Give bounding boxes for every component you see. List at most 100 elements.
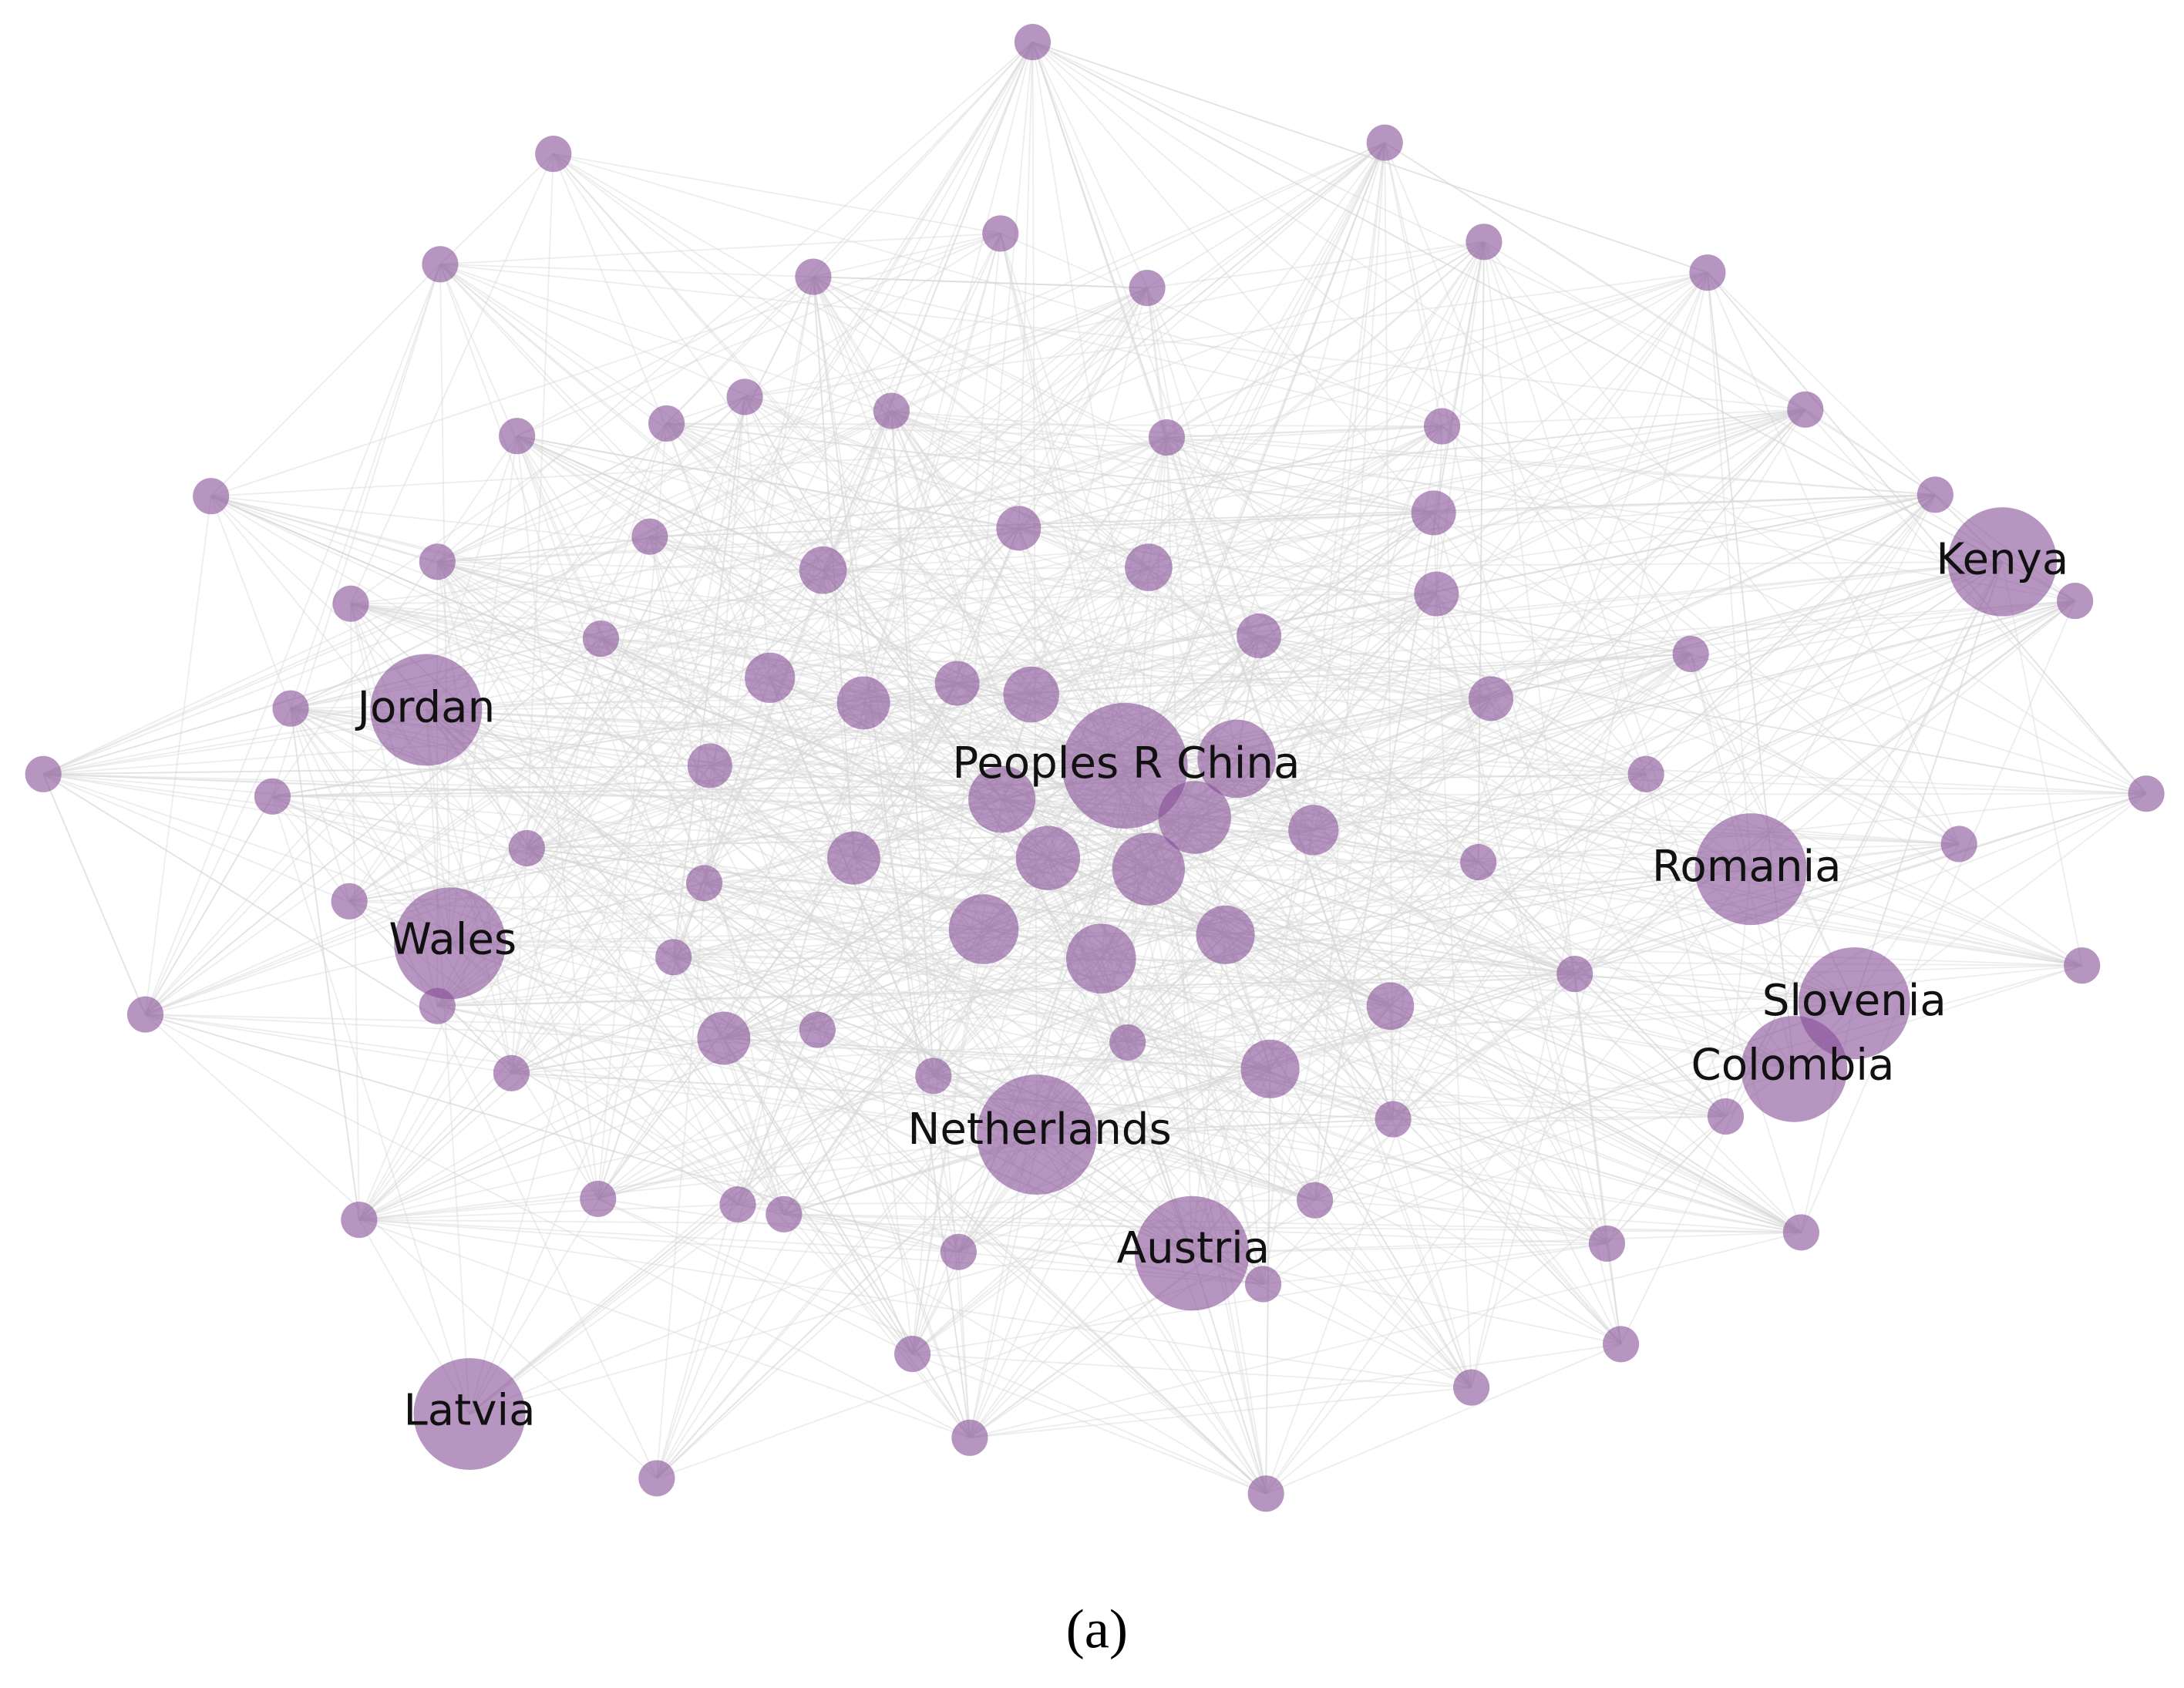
edge bbox=[822, 570, 1003, 800]
edge bbox=[737, 561, 2003, 1205]
edge bbox=[1707, 272, 1795, 1069]
edge bbox=[1166, 436, 1434, 514]
edge bbox=[704, 560, 2003, 884]
edge bbox=[272, 773, 1647, 798]
edge bbox=[656, 1134, 1038, 1479]
node bbox=[996, 506, 1042, 551]
edge bbox=[1194, 600, 2075, 819]
edge bbox=[673, 816, 1195, 958]
edge bbox=[723, 600, 2075, 1039]
edge bbox=[1259, 560, 2003, 637]
edge bbox=[348, 287, 1148, 903]
edge bbox=[891, 410, 1936, 496]
edge bbox=[822, 410, 893, 571]
edge bbox=[853, 857, 1855, 1004]
edge bbox=[932, 857, 1049, 1077]
edge bbox=[853, 694, 1032, 859]
edge bbox=[709, 765, 1193, 1254]
edge bbox=[271, 795, 350, 902]
edge bbox=[911, 857, 1049, 1354]
edge bbox=[437, 1005, 1038, 1135]
edge bbox=[1707, 272, 1960, 845]
edge bbox=[527, 847, 1226, 936]
edge bbox=[744, 240, 1485, 398]
edge bbox=[769, 241, 1485, 679]
edge bbox=[912, 1353, 1472, 1388]
edge bbox=[1166, 409, 1805, 439]
edge bbox=[1606, 1115, 1727, 1245]
edge bbox=[769, 677, 1726, 1118]
node bbox=[422, 246, 459, 283]
edge bbox=[1031, 42, 1168, 438]
edge bbox=[709, 600, 2075, 767]
edge bbox=[1148, 868, 1726, 1118]
edge bbox=[272, 795, 1802, 1233]
node bbox=[499, 418, 536, 455]
node bbox=[745, 652, 796, 703]
node bbox=[648, 405, 685, 442]
edge bbox=[709, 702, 864, 767]
edge bbox=[1148, 567, 1727, 1118]
node bbox=[836, 676, 890, 730]
edge bbox=[744, 271, 1708, 398]
edge bbox=[1148, 567, 1472, 1388]
edge bbox=[290, 708, 914, 1355]
edge bbox=[1018, 493, 1936, 530]
node bbox=[638, 1460, 675, 1497]
edge bbox=[469, 957, 675, 1414]
node bbox=[940, 1233, 977, 1270]
edge bbox=[511, 1072, 1394, 1120]
edge bbox=[437, 560, 823, 571]
edge bbox=[290, 240, 1485, 710]
edge bbox=[723, 1037, 971, 1438]
edge bbox=[912, 494, 1936, 1355]
edge bbox=[145, 512, 1434, 1015]
edge bbox=[1031, 409, 1806, 695]
edge bbox=[823, 271, 1708, 571]
edge bbox=[1750, 600, 2076, 870]
edge bbox=[600, 637, 1102, 960]
edge bbox=[957, 142, 1386, 1253]
edge bbox=[526, 570, 824, 849]
edge bbox=[597, 1198, 913, 1355]
edge bbox=[350, 603, 601, 640]
edge bbox=[426, 653, 1691, 711]
edge bbox=[426, 709, 1195, 819]
edge bbox=[1574, 494, 1937, 975]
edge bbox=[1100, 773, 1647, 960]
edge bbox=[1166, 436, 2075, 602]
edge bbox=[426, 709, 914, 1355]
edge bbox=[932, 694, 1032, 1077]
edge bbox=[1194, 816, 1795, 1070]
node bbox=[915, 1058, 952, 1095]
edge bbox=[738, 1199, 1315, 1205]
edge bbox=[517, 435, 1102, 960]
edge bbox=[436, 410, 893, 1007]
edge bbox=[210, 496, 971, 1438]
node bbox=[419, 543, 456, 580]
edge bbox=[957, 560, 2003, 684]
edge bbox=[1148, 425, 1442, 568]
edge bbox=[744, 233, 1001, 398]
edge bbox=[1258, 635, 1622, 1345]
edge bbox=[933, 425, 1443, 1077]
edge bbox=[437, 868, 1149, 1007]
edge bbox=[348, 635, 1260, 903]
edge bbox=[1483, 241, 1608, 1244]
edge bbox=[449, 435, 518, 943]
edge bbox=[969, 600, 2076, 1439]
edge bbox=[511, 698, 1492, 1074]
edge bbox=[983, 928, 1391, 1007]
edge bbox=[350, 603, 451, 943]
edge bbox=[1265, 1115, 1727, 1495]
edge bbox=[350, 527, 1019, 605]
edge bbox=[744, 396, 1129, 1043]
edge bbox=[437, 527, 1019, 563]
edge bbox=[469, 816, 1196, 1415]
edge bbox=[516, 435, 785, 1215]
edge bbox=[744, 396, 771, 678]
edge bbox=[1470, 774, 1647, 1388]
edge bbox=[436, 561, 1038, 1135]
edge bbox=[1270, 792, 2147, 1070]
edge bbox=[1124, 765, 1795, 1070]
